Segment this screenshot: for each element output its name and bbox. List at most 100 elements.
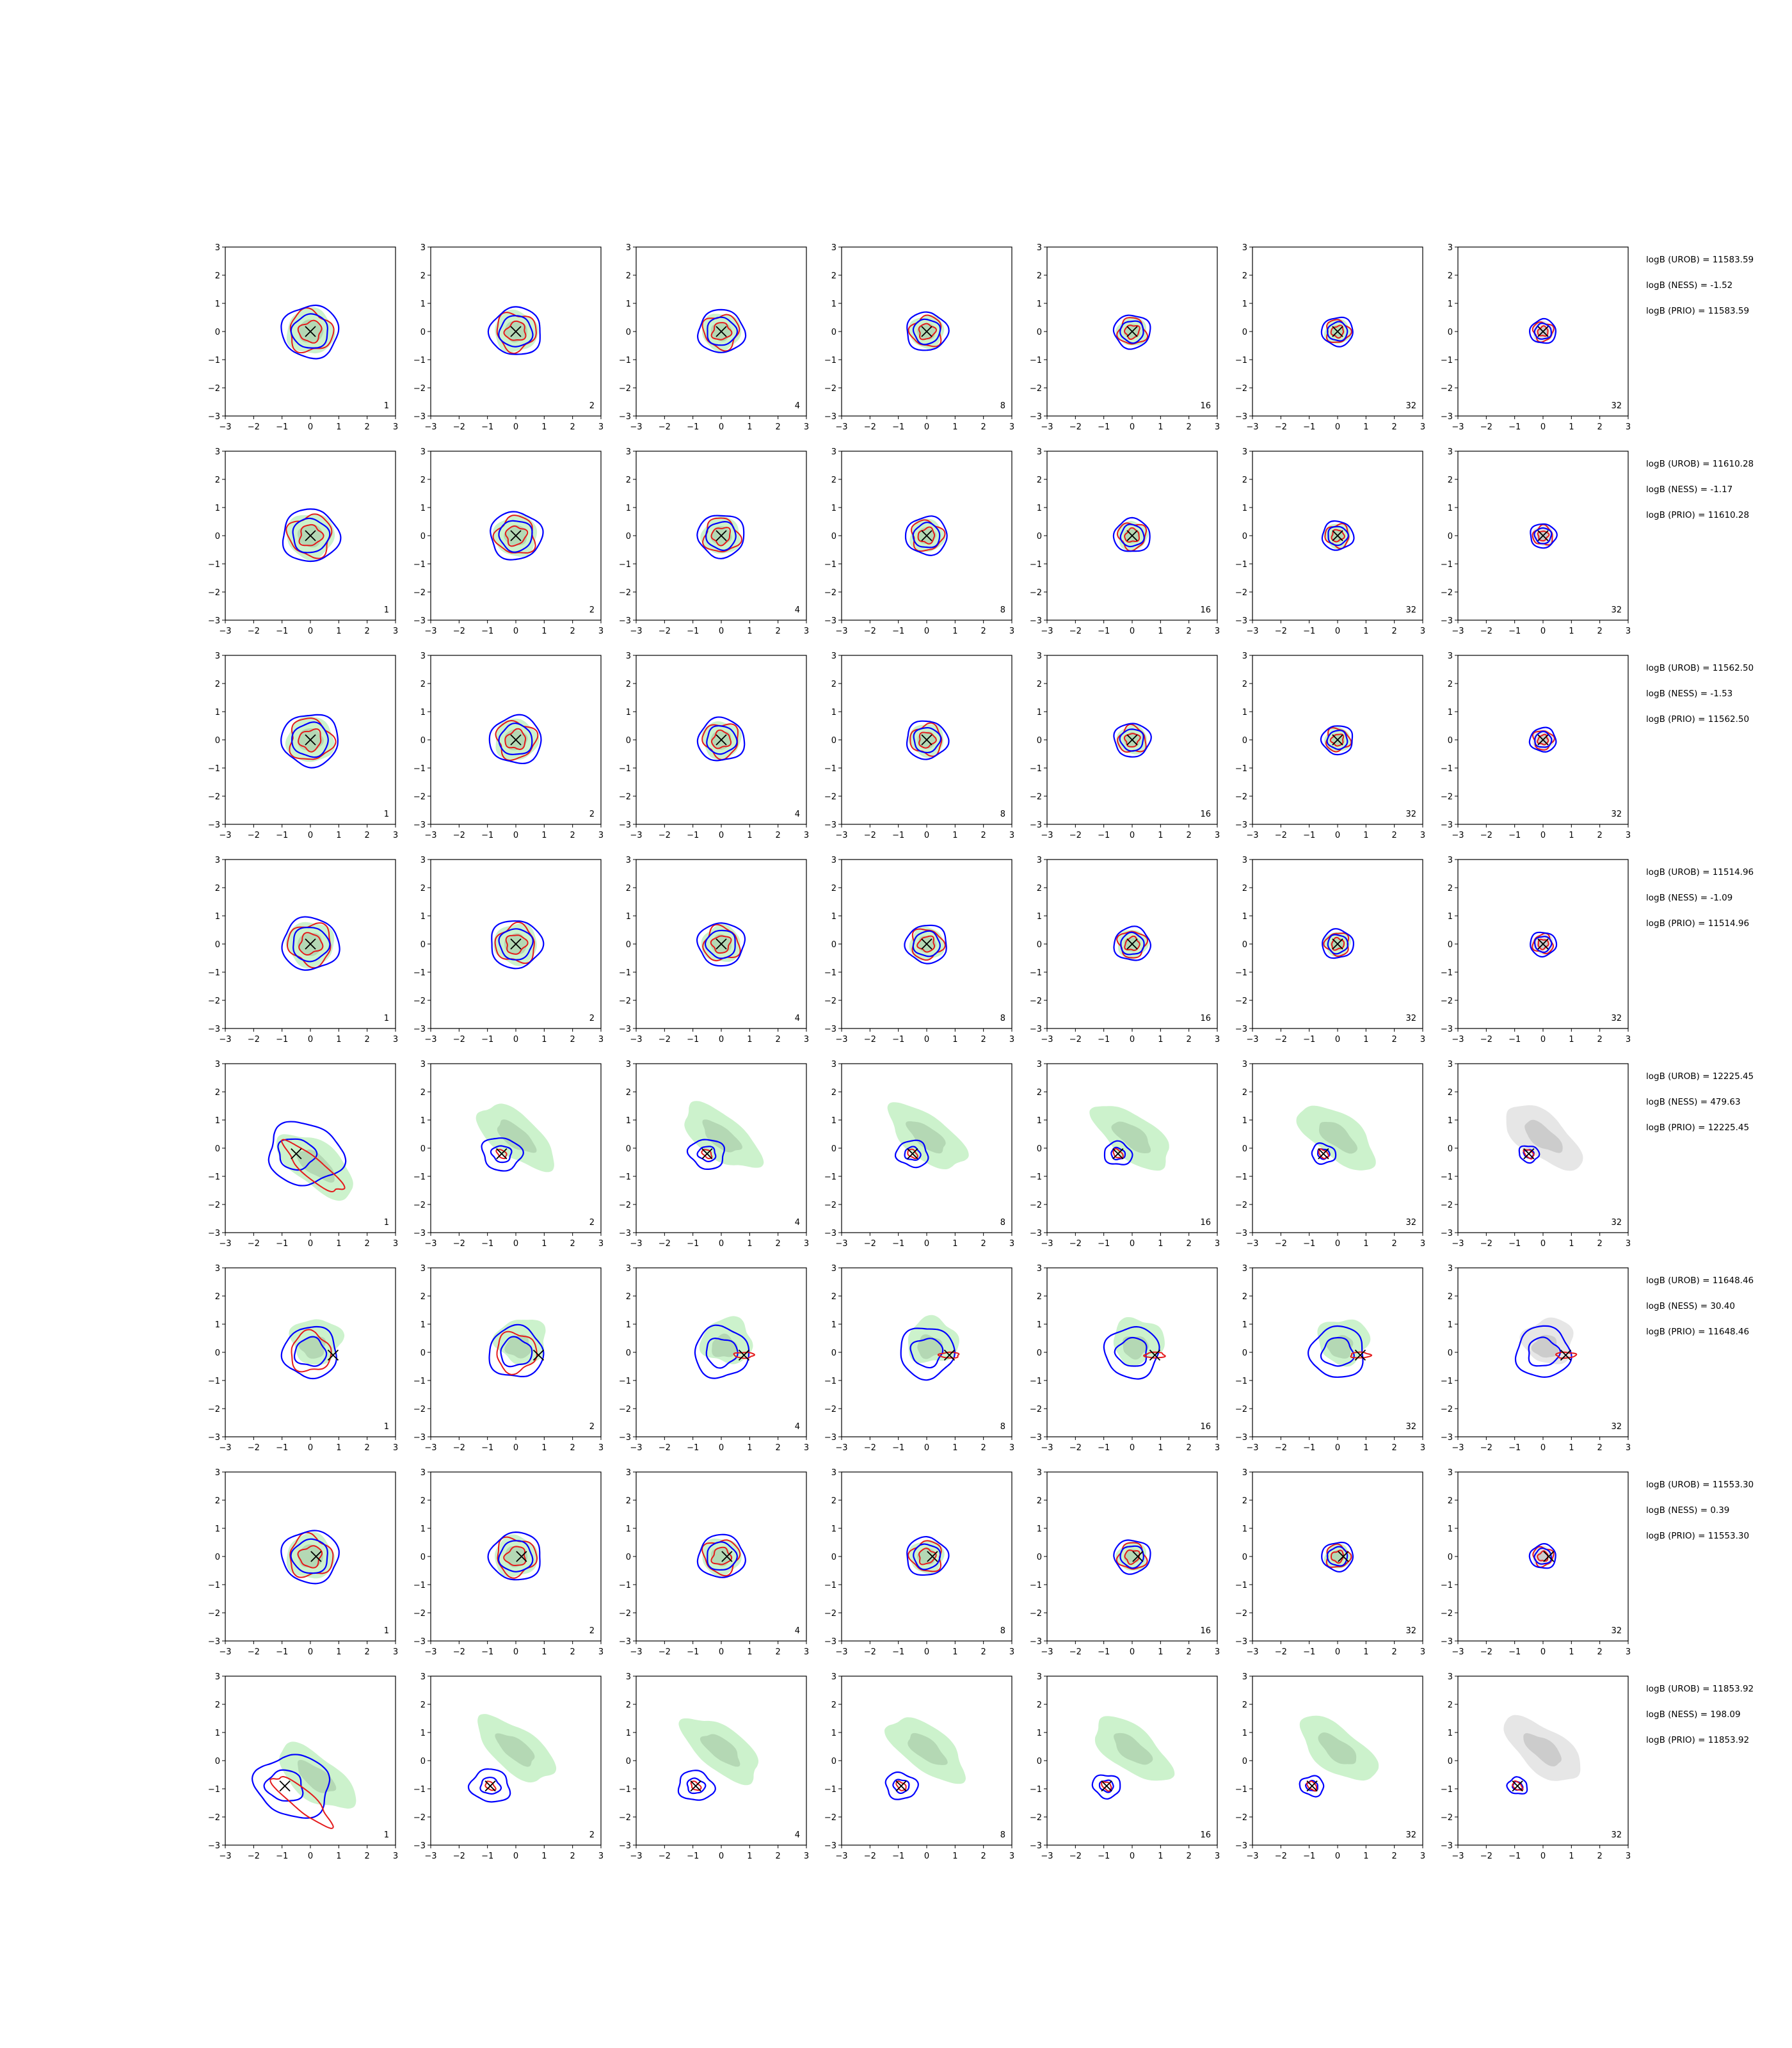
y-tick-label: 0 <box>1037 1757 1042 1766</box>
panel-plot-area <box>1296 1105 1376 1171</box>
y-tick-label: 1 <box>626 1524 631 1534</box>
x-tick-label: 0 <box>1540 1239 1546 1249</box>
y-tick-label: −2 <box>619 996 631 1006</box>
y-tick-label: 0 <box>626 940 631 950</box>
red-contour-inner <box>710 935 732 954</box>
blue-contour-inner <box>705 520 737 552</box>
y-tick-label: 0 <box>626 736 631 746</box>
y-tick-label: −2 <box>208 384 220 394</box>
x-tick-label: 2 <box>1187 1443 1192 1453</box>
y-tick-label: 0 <box>420 1144 426 1154</box>
panel-iteration-label: 32 <box>1611 1218 1622 1228</box>
panel-plot-area <box>1528 726 1557 753</box>
blue-contour-inner <box>707 1541 739 1571</box>
x-tick-label: 3 <box>1009 1035 1014 1044</box>
panel-iteration-label: 2 <box>589 401 595 411</box>
y-tick-label: 1 <box>1242 708 1247 717</box>
y-tick-label: −2 <box>208 1405 220 1414</box>
x-tick-label: 3 <box>804 627 809 636</box>
contour-panel: −3−3 −2 −2 −1 −1 0 0 1 1 2 2 3 3 32 <box>1235 447 1425 636</box>
y-tick-label: 1 <box>420 504 426 513</box>
panel-row: −3−3−2−2−1−1001122331−3−3−2−2−1−10011223… <box>208 1468 1754 1657</box>
logb-stat: logB (PRIO) = 11853.92 <box>1646 1735 1749 1745</box>
x-tick-label: −3 <box>1041 627 1053 636</box>
x-tick-label: 3 <box>598 1443 604 1453</box>
y-tick-label: −1 <box>1235 356 1247 365</box>
density-fill-core <box>700 1734 740 1767</box>
truth-marker <box>921 734 932 746</box>
blue-contour-outer <box>696 308 747 353</box>
y-tick-label: −1 <box>1030 1172 1042 1182</box>
x-tick-label: −2 <box>659 1852 671 1861</box>
logb-stat: logB (UROB) = 11610.28 <box>1646 459 1754 469</box>
panel-plot-area <box>906 311 950 351</box>
truth-marker <box>279 1780 291 1792</box>
panel-plot-area <box>677 1718 759 1801</box>
x-tick-label: −3 <box>424 1239 436 1249</box>
contour-panel: −3−3 −2 −2 −1 −1 0 0 1 1 2 2 3 3 32 <box>1441 1060 1631 1249</box>
y-tick-label: 1 <box>420 1320 426 1330</box>
blue-contour-inner <box>1326 730 1348 750</box>
blue-contour-inner <box>1533 1547 1553 1565</box>
y-tick-label: 0 <box>215 532 220 541</box>
y-tick-label: 1 <box>1037 504 1042 513</box>
y-tick-label: −3 <box>619 1433 631 1443</box>
panel-plot-area <box>487 1531 541 1581</box>
y-tick-label: 1 <box>215 1320 220 1330</box>
y-tick-label: −2 <box>413 384 426 394</box>
blue-contour-outer <box>694 1324 750 1379</box>
x-tick-label: 0 <box>719 1852 724 1861</box>
red-contour-outer <box>911 928 946 961</box>
x-tick-label: −2 <box>453 627 465 636</box>
truth-marker <box>510 734 522 746</box>
truth-marker <box>305 938 316 950</box>
y-tick-label: −3 <box>1441 1841 1453 1851</box>
x-tick-label: 2 <box>570 1239 575 1249</box>
red-contour <box>1555 1351 1578 1359</box>
x-tick-label: 2 <box>981 831 986 840</box>
x-tick-label: −3 <box>1452 422 1464 432</box>
y-tick-label: 1 <box>1242 1320 1247 1330</box>
red-contour-inner <box>1537 325 1549 337</box>
density-fill-core <box>906 1121 946 1154</box>
x-tick-label: 0 <box>924 1239 929 1249</box>
contour-panel: −3−3 −2 −2 −1 −1 0 0 1 1 2 2 3 3 1 <box>208 447 398 636</box>
truth-marker <box>1112 1148 1124 1160</box>
y-tick-label: 0 <box>420 1553 426 1562</box>
x-tick-label: −2 <box>1480 422 1492 432</box>
logb-stat: logB (NESS) = 30.40 <box>1646 1301 1735 1311</box>
x-tick-label: −3 <box>630 1035 642 1044</box>
y-tick-label: −2 <box>413 588 426 598</box>
x-tick-label: −3 <box>630 627 642 636</box>
x-tick-label: −3 <box>424 422 436 432</box>
blue-contour-inner <box>498 520 533 553</box>
y-tick-label: 1 <box>420 912 426 922</box>
x-tick-label: −1 <box>276 422 288 432</box>
x-tick-label: 1 <box>336 1035 341 1044</box>
truth-marker <box>1126 734 1138 746</box>
y-tick-label: 2 <box>420 1496 426 1506</box>
y-tick-label: 0 <box>1037 328 1042 337</box>
x-tick-label: 1 <box>1363 422 1368 432</box>
y-tick-label: 2 <box>831 1292 836 1302</box>
y-tick-label: 1 <box>626 912 631 922</box>
truth-marker <box>1126 938 1138 950</box>
panel-iteration-label: 4 <box>795 605 800 615</box>
x-tick-label: −1 <box>1303 422 1315 432</box>
red-contour-outer <box>911 519 946 552</box>
contour-panel: −3−3 −2 −2 −1 −1 0 0 1 1 2 2 3 3 16 <box>1030 1060 1220 1249</box>
x-tick-label: 1 <box>952 422 957 432</box>
panel-iteration-label: 1 <box>384 605 389 615</box>
y-tick-label: −2 <box>1441 588 1453 598</box>
y-tick-label: 1 <box>626 300 631 309</box>
y-tick-label: 3 <box>831 447 836 457</box>
x-tick-label: −3 <box>1452 1852 1464 1861</box>
x-tick-label: 2 <box>365 1647 370 1657</box>
blue-contour-inner <box>498 315 534 348</box>
x-tick-label: 3 <box>1009 831 1014 840</box>
y-tick-label: −2 <box>413 1609 426 1619</box>
x-tick-label: −1 <box>687 627 699 636</box>
density-fill-core <box>1122 1336 1149 1360</box>
x-tick-label: −1 <box>1303 627 1315 636</box>
y-tick-label: −2 <box>1030 1201 1042 1210</box>
